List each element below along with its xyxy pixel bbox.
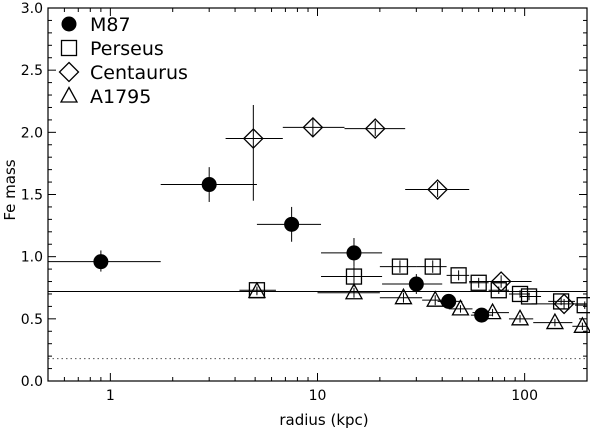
data-point-centaurus — [553, 293, 575, 315]
data-point-a1795 — [344, 282, 364, 300]
x-tick-label: 10 — [309, 388, 327, 404]
legend-label-perseus: Perseus — [90, 38, 164, 60]
data-point-perseus — [391, 258, 409, 275]
legend-label-m87: M87 — [90, 14, 131, 36]
data-point-a1795 — [247, 281, 267, 299]
y-tick-label: 0.0 — [21, 374, 43, 390]
y-tick-label: 2.0 — [21, 125, 43, 141]
data-point-a1795 — [451, 299, 470, 316]
y-tick-label: 1.0 — [21, 250, 43, 266]
series-centaurus — [225, 104, 587, 315]
series-a1795 — [243, 281, 590, 333]
data-point-perseus — [470, 274, 487, 291]
data-point-m87 — [441, 293, 457, 309]
series-m87 — [48, 167, 493, 323]
legend-label-centaurus: Centaurus — [90, 62, 188, 84]
data-point-centaurus — [364, 118, 386, 140]
series-perseus — [239, 258, 590, 314]
data-point-a1795 — [573, 316, 590, 333]
y-tick-label: 0.5 — [21, 312, 43, 328]
data-point-centaurus — [242, 128, 264, 149]
legend-marker-perseus — [60, 39, 78, 57]
data-point-a1795 — [483, 302, 502, 320]
data-point-a1795 — [510, 308, 530, 326]
data-point-centaurus — [490, 271, 512, 292]
data-point-perseus — [490, 282, 507, 299]
x-tick-label: 1 — [106, 388, 115, 404]
legend-marker-centaurus — [58, 61, 80, 83]
data-point-m87 — [284, 216, 300, 232]
axis-ticks: 1 10 100 0.0 0.5 1.0 1.5 2.0 2.5 3.0 — [21, 1, 588, 404]
data-point-a1795 — [394, 287, 413, 305]
data-point-a1795 — [426, 290, 445, 307]
legend-marker-m87 — [61, 16, 77, 32]
data-point-centaurus — [302, 116, 324, 138]
data-point-m87 — [201, 177, 217, 193]
data-point-perseus — [520, 288, 538, 305]
data-point-m87 — [93, 254, 109, 270]
legend-item-centaurus: Centaurus — [58, 61, 188, 84]
data-point-m87 — [346, 245, 362, 261]
data-point-perseus — [450, 267, 467, 284]
data-point-centaurus — [427, 179, 449, 200]
y-tick-label: 3.0 — [21, 1, 43, 17]
data-point-perseus — [576, 297, 590, 314]
data-point-perseus — [552, 293, 570, 310]
data-point-a1795 — [545, 312, 565, 330]
x-tick-label: 100 — [511, 388, 538, 404]
y-tick-label: 1.5 — [21, 188, 43, 204]
legend-item-m87: M87 — [61, 14, 131, 36]
legend-label-a1795: A1795 — [90, 86, 151, 108]
data-point-m87 — [408, 276, 424, 292]
y-axis-label: Fe mass — [1, 159, 19, 220]
legend-item-a1795: A1795 — [59, 86, 151, 108]
data-point-perseus — [511, 285, 529, 303]
data-points — [48, 104, 590, 333]
data-point-perseus — [424, 258, 441, 275]
legend-item-perseus: Perseus — [60, 38, 164, 60]
y-tick-label: 2.5 — [21, 63, 43, 79]
legend-marker-a1795 — [59, 86, 79, 103]
x-axis-label: radius (kpc) — [279, 411, 368, 429]
reference-lines — [48, 290, 587, 360]
